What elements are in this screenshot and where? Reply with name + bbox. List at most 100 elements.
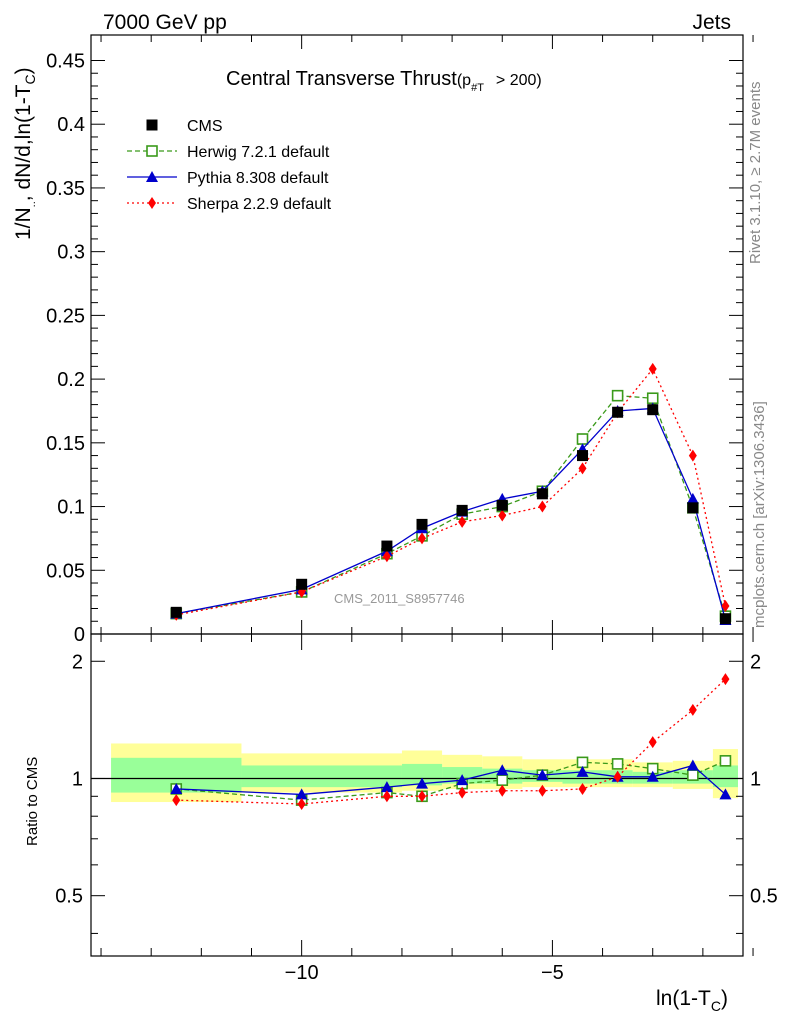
ratio-point-sherpa xyxy=(688,703,697,716)
main-ytick-label: 0.15 xyxy=(46,433,85,455)
main-ytick-label: 0.35 xyxy=(46,178,85,200)
ratio-plot-frame xyxy=(90,633,744,957)
main-point-cms xyxy=(536,488,548,500)
main-point-cms xyxy=(577,450,589,462)
main-point-herwig xyxy=(611,389,624,402)
ratio-point-pythia xyxy=(416,777,429,789)
main-point-sherpa xyxy=(721,599,730,612)
main-plot-title-suffix: (p xyxy=(457,72,471,89)
ratio-series-line-pythia xyxy=(176,764,726,796)
header-left-label: 7000 GeV pp xyxy=(103,11,227,34)
ratio-point-pythia xyxy=(170,782,183,794)
main-point-sherpa xyxy=(418,532,427,545)
main-point-cms xyxy=(381,540,393,552)
main-plot-title-sub: #T xyxy=(471,82,484,94)
ratio-ytick-label: 1 xyxy=(72,768,83,790)
ratio-point-pythia xyxy=(646,770,659,782)
legend-label-herwig: Herwig 7.2.1 default xyxy=(187,144,330,161)
legend-marker-herwig xyxy=(146,145,158,157)
main-point-sherpa xyxy=(498,509,507,522)
mcplots-label: mcplots.cern.ch [arXiv:1306.3436] xyxy=(751,401,768,628)
x-tick-label: −5 xyxy=(541,962,564,984)
x-axis-label-tail: ) xyxy=(721,987,728,1010)
ratio-band-green xyxy=(401,763,443,786)
main-plot-axes: 0 0.05 0.1 0.15 0.2 0.25 0.3 0.35 0.4 0.45 xyxy=(46,35,754,646)
ratio-point-sherpa xyxy=(578,782,587,795)
header-right-label: Jets xyxy=(692,11,731,34)
ratio-point-herwig xyxy=(719,755,732,767)
main-point-cms xyxy=(612,406,624,418)
x-axis-label-text: ln(1-T xyxy=(656,987,711,1010)
ratio-point-pythia xyxy=(576,765,589,777)
ratio-point-sherpa xyxy=(382,790,391,803)
main-ytick-label: 0 xyxy=(74,624,85,646)
ratio-plot-axes: 0.5 0.5 1 1 2 2 −10 −5 xyxy=(55,634,778,984)
legend: CMS Herwig 7.2.1 default Pythia 8.308 defa… xyxy=(127,118,332,213)
main-ytick-label: 0.1 xyxy=(57,497,85,519)
ratio-point-pythia xyxy=(536,769,549,781)
main-plot-ylabel: 1/N.., dN/d,ln(1-TC) xyxy=(12,67,38,240)
main-ytick-label: 0.2 xyxy=(57,369,85,391)
ratio-point-sherpa xyxy=(458,786,467,799)
main-point-pythia xyxy=(686,492,699,504)
ratio-point-herwig xyxy=(687,769,699,781)
main-plot-ylabel-a: 1/N xyxy=(12,207,35,240)
ratio-plot-ylabel: Ratio to CMS xyxy=(24,757,41,846)
ratio-point-sherpa xyxy=(172,794,181,807)
main-point-cms xyxy=(496,499,508,511)
x-axis-label: ln(1-TC) xyxy=(656,987,728,1014)
ratio-point-sherpa xyxy=(613,770,622,783)
ratio-point-herwig xyxy=(611,758,624,770)
watermark-label: CMS_2011_S8957746 xyxy=(334,591,465,606)
legend-marker-pythia xyxy=(146,171,158,182)
main-point-cms xyxy=(170,606,182,618)
main-point-sherpa xyxy=(578,462,587,475)
legend-label-sherpa: Sherpa 2.2.9 default xyxy=(187,196,332,213)
main-point-herwig xyxy=(576,433,589,445)
ratio-point-sherpa xyxy=(297,797,306,810)
ratio-band-green xyxy=(712,765,738,788)
main-plot-title-text: Central Transverse Thrust xyxy=(226,68,457,90)
rivet-label: Rivet 3.1.10, ≥ 2.7M events xyxy=(747,82,764,265)
ratio-ytick-label: 2 xyxy=(72,651,83,673)
main-ytick-label: 0.45 xyxy=(46,50,85,72)
ratio-point-pythia xyxy=(456,774,469,786)
legend-label-cms: CMS xyxy=(187,118,223,135)
ratio-series-line-sherpa xyxy=(176,678,726,805)
ratio-band-green xyxy=(241,765,402,788)
main-series-line-sherpa xyxy=(176,367,727,616)
main-point-cms xyxy=(416,518,428,530)
ratio-point-sherpa xyxy=(721,673,730,686)
legend-marker-cms xyxy=(146,119,158,131)
main-ytick-label: 0.3 xyxy=(57,242,85,264)
ratio-series-line-herwig xyxy=(176,760,726,801)
ratio-ytick-label-right: 2 xyxy=(750,651,761,673)
main-point-sherpa xyxy=(648,362,657,375)
ratio-point-pythia xyxy=(295,788,308,800)
x-axis-label-sub: C xyxy=(711,998,721,1014)
ratio-ytick-label-right: 1 xyxy=(750,768,761,790)
legend-marker-sherpa xyxy=(148,197,156,209)
main-plot-title-tail: > 200) xyxy=(496,72,542,89)
ratio-ytick-label-right: 0.5 xyxy=(750,886,778,908)
legend-label-pythia: Pythia 8.308 default xyxy=(187,170,329,187)
main-plot-title: Central Transverse Thrust(p#T > 200) xyxy=(226,68,542,94)
main-point-cms xyxy=(687,502,699,514)
main-ytick-label: 0.25 xyxy=(46,305,85,327)
ratio-point-sherpa xyxy=(498,784,507,797)
ratio-point-pythia xyxy=(380,781,393,793)
ratio-plot-series xyxy=(170,673,732,810)
main-plot-ylabel-mid: , dN/d,ln(1-T xyxy=(12,84,35,201)
ratio-point-pythia xyxy=(719,788,732,800)
main-series-line-herwig xyxy=(176,395,727,617)
main-plot-ylabel-sub: .. xyxy=(26,201,38,207)
main-series-line-pythia xyxy=(176,407,727,621)
ratio-point-pythia xyxy=(496,764,509,776)
x-tick-label: −10 xyxy=(285,962,319,984)
main-point-sherpa xyxy=(538,500,547,513)
ratio-point-sherpa xyxy=(538,784,547,797)
main-point-cms xyxy=(719,613,731,625)
ratio-point-pythia xyxy=(686,759,699,771)
main-point-cms xyxy=(456,504,468,516)
